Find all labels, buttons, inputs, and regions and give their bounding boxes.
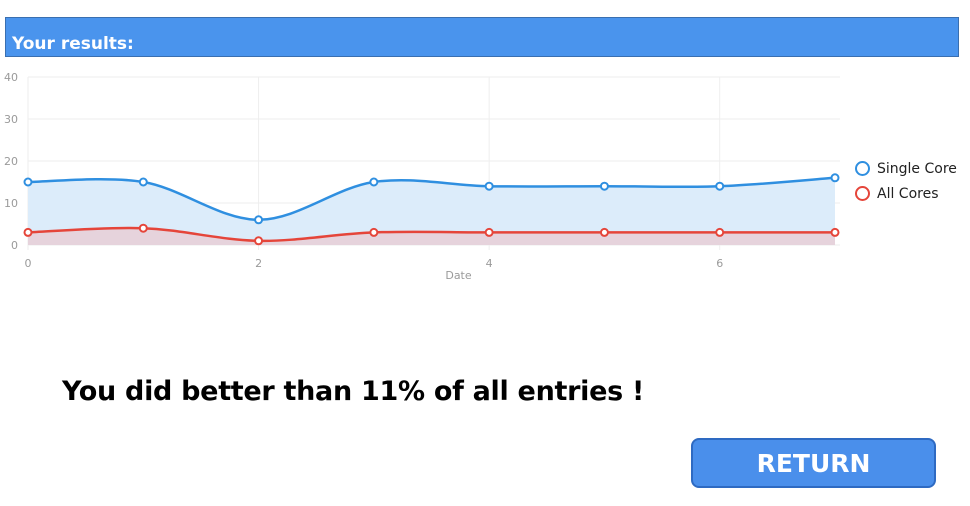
series-line-0 xyxy=(27,176,836,222)
data-point xyxy=(369,177,379,187)
data-point xyxy=(254,236,264,246)
x-tick-label: 0 xyxy=(25,257,32,270)
data-point xyxy=(369,227,379,237)
data-point xyxy=(830,227,840,237)
return-button[interactable]: RETURN xyxy=(691,438,936,488)
series-area-1 xyxy=(28,227,835,245)
header-title: Your results: xyxy=(12,34,134,54)
data-point xyxy=(484,227,494,237)
results-chart: 0 10 20 30 40 0 2 4 6 Date xyxy=(4,71,840,282)
single-core-circle-icon xyxy=(855,161,870,176)
data-point xyxy=(715,227,725,237)
all-cores-circle-icon xyxy=(855,186,870,201)
chart-legend: Single Core All Cores xyxy=(855,156,957,206)
data-point xyxy=(138,223,148,233)
return-button-label: RETURN xyxy=(756,448,871,478)
data-point xyxy=(23,177,33,187)
legend-label: Single Core xyxy=(877,160,957,177)
series-area-0 xyxy=(28,177,835,245)
data-point xyxy=(254,215,264,225)
x-tick-label: 4 xyxy=(486,257,493,270)
x-axis-label: Date xyxy=(445,269,472,282)
data-point xyxy=(830,173,840,183)
x-tick-label: 2 xyxy=(255,257,262,270)
y-tick-label: 0 xyxy=(11,239,18,252)
legend-item-all-cores[interactable]: All Cores xyxy=(855,181,957,206)
x-tick-label: 6 xyxy=(716,257,723,270)
data-point xyxy=(599,227,609,237)
y-tick-label: 20 xyxy=(4,155,18,168)
data-point xyxy=(715,181,725,191)
results-header: Your results: xyxy=(5,17,959,57)
data-point xyxy=(599,181,609,191)
series-line-1 xyxy=(27,226,835,243)
result-message: You did better than 11% of all entries ! xyxy=(62,376,644,407)
data-point xyxy=(23,227,33,237)
data-point xyxy=(484,181,494,191)
y-tick-label: 40 xyxy=(4,71,18,84)
legend-item-single-core[interactable]: Single Core xyxy=(855,156,957,181)
y-tick-label: 10 xyxy=(4,197,18,210)
y-tick-label: 30 xyxy=(4,113,18,126)
legend-label: All Cores xyxy=(877,185,939,202)
data-point xyxy=(138,177,148,187)
